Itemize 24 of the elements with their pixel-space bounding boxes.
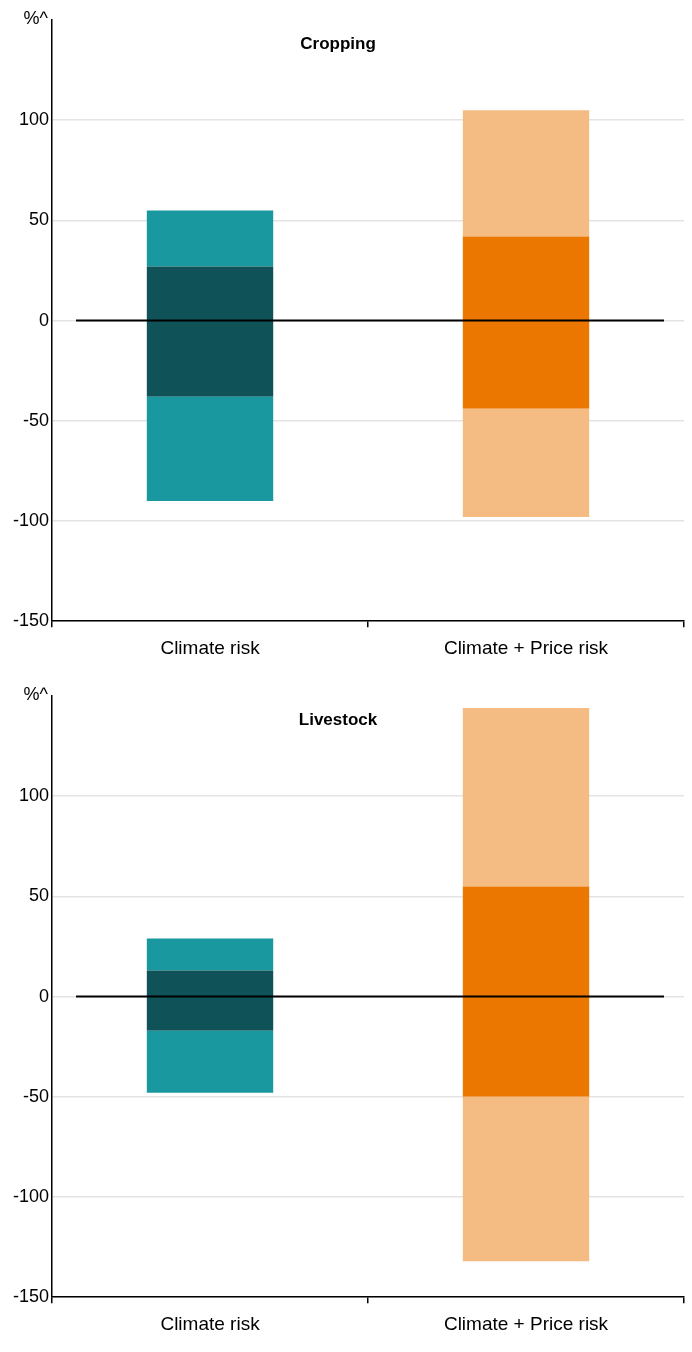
y-tick-label: -100 [13, 509, 50, 530]
y-tick-label: -50 [23, 409, 50, 430]
y-tick-label: 50 [29, 885, 50, 906]
text: Livestock [298, 710, 378, 730]
y-tick-label: 100 [18, 109, 50, 130]
y-tick-label: 0 [39, 309, 50, 330]
y-tick-label: -150 [13, 1286, 50, 1307]
y-tick-label: 0 [39, 985, 50, 1006]
bar [462, 236, 590, 409]
bar [146, 970, 274, 1031]
bar [146, 266, 274, 397]
bar [462, 886, 590, 1097]
y-tick-label: -50 [23, 1085, 50, 1106]
y-tick-label: -150 [13, 610, 50, 631]
y-axis-title: %^ [23, 7, 49, 28]
x-tick-label: Climate + Price risk [443, 636, 609, 658]
y-tick-label: 50 [29, 209, 50, 230]
x-tick-label: Climate risk [160, 1312, 261, 1334]
y-tick-label: 100 [18, 785, 50, 806]
y-axis-title: %^ [23, 683, 49, 704]
x-tick-label: Climate risk [160, 636, 261, 658]
y-tick-label: -100 [13, 1185, 50, 1206]
x-tick-label: Climate + Price risk [443, 1312, 609, 1334]
text: Cropping [300, 34, 376, 54]
